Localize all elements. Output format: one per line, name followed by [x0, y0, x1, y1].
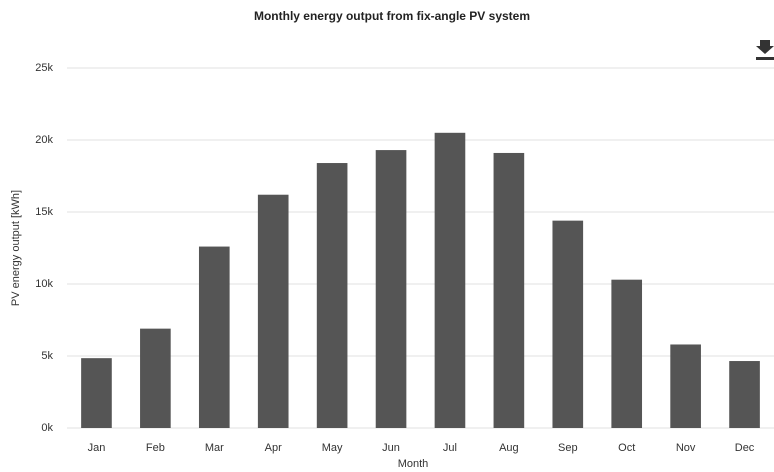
bar: [81, 358, 112, 428]
bar: [611, 279, 643, 428]
bar: [316, 163, 348, 429]
x-tick-label: May: [322, 442, 343, 454]
x-axis-label: Month: [398, 458, 429, 470]
bar: [434, 132, 466, 429]
x-tick-label: Aug: [499, 442, 519, 454]
chart-title: Monthly energy output from fix-angle PV …: [254, 9, 530, 23]
bar: [552, 220, 584, 428]
download-arrow-body[interactable]: [760, 40, 770, 48]
download-bar[interactable]: [756, 57, 774, 60]
x-tick-label: Mar: [205, 442, 224, 454]
x-tick-label: Oct: [618, 442, 635, 454]
x-tick-label: Jun: [382, 442, 400, 454]
x-tick-label: Sep: [558, 442, 578, 454]
download-icon[interactable]: [756, 40, 774, 60]
bar: [729, 361, 760, 428]
download-arrow-head[interactable]: [756, 46, 774, 54]
x-tick-label: Jul: [443, 442, 457, 454]
y-tick-label: 0k: [41, 422, 53, 434]
y-tick-label: 15k: [35, 206, 53, 218]
x-tick-label: Apr: [265, 442, 282, 454]
y-tick-label: 25k: [35, 62, 53, 74]
bar: [670, 344, 701, 428]
bar: [198, 246, 230, 428]
bar: [493, 152, 525, 428]
y-axis-label: PV energy output [kWh]: [10, 190, 22, 306]
x-tick-label: Dec: [735, 442, 755, 454]
x-tick-label: Nov: [676, 442, 696, 454]
bar: [375, 150, 407, 428]
bar: [140, 328, 171, 428]
y-tick-label: 10k: [35, 278, 53, 290]
x-tick-label: Feb: [146, 442, 165, 454]
x-tick-label: Jan: [88, 442, 106, 454]
y-tick-label: 20k: [35, 134, 53, 146]
y-tick-label: 5k: [41, 350, 53, 362]
bar: [257, 194, 289, 428]
